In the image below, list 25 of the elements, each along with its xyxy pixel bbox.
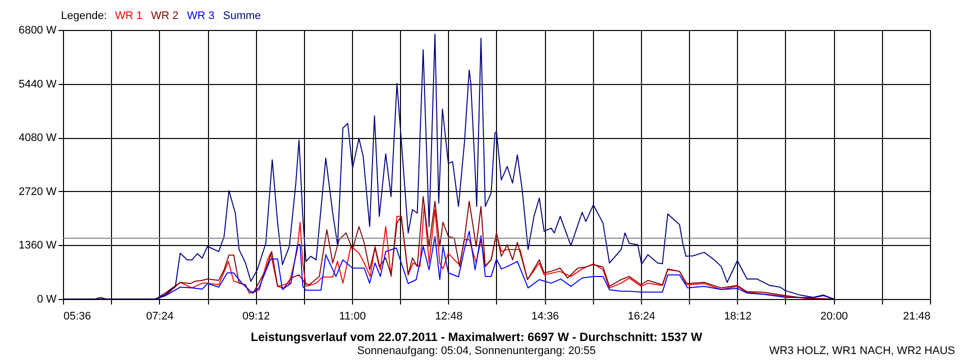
y-tick-label: 1360 W [18, 240, 58, 252]
y-tick-label: 5440 W [18, 78, 58, 90]
text: WR 2 [151, 10, 178, 22]
text: Leistungsverlauf vom 22.07.2011 - Maximalwert: 6697 W - Durchschnitt: 1537 W [250, 330, 703, 344]
x-tick-label: 05:36 [64, 310, 92, 322]
y-tick-label: 2720 W [18, 186, 58, 198]
y-tick-label: 4080 W [18, 132, 58, 144]
x-tick-label: 07:24 [146, 310, 174, 322]
x-tick-label: 21:48 [902, 310, 930, 322]
x-tick-label: 09:12 [242, 310, 270, 322]
x-tick-label: 12:48 [435, 310, 463, 322]
text: WR3 HOLZ, WR1 NACH, WR2 HAUS [769, 345, 955, 357]
x-tick-label: 20:00 [820, 310, 848, 322]
y-tick-label: 0 W [36, 294, 58, 306]
x-tick-label: 16:24 [628, 310, 656, 322]
text: WR 3 [187, 10, 214, 22]
text: Sonnenaufgang: 05:04, Sonnenuntergang: 20:55 [357, 345, 596, 357]
text: Summe [223, 10, 261, 22]
y-tick-label: 6800 W [18, 24, 58, 36]
text: WR 1 [115, 10, 142, 22]
x-tick-label: 14:36 [531, 310, 559, 322]
x-tick-label: 11:00 [339, 310, 366, 322]
legend-title: Legende: [61, 10, 107, 22]
line-series [63, 34, 834, 299]
x-tick-label: 18:12 [724, 310, 752, 322]
